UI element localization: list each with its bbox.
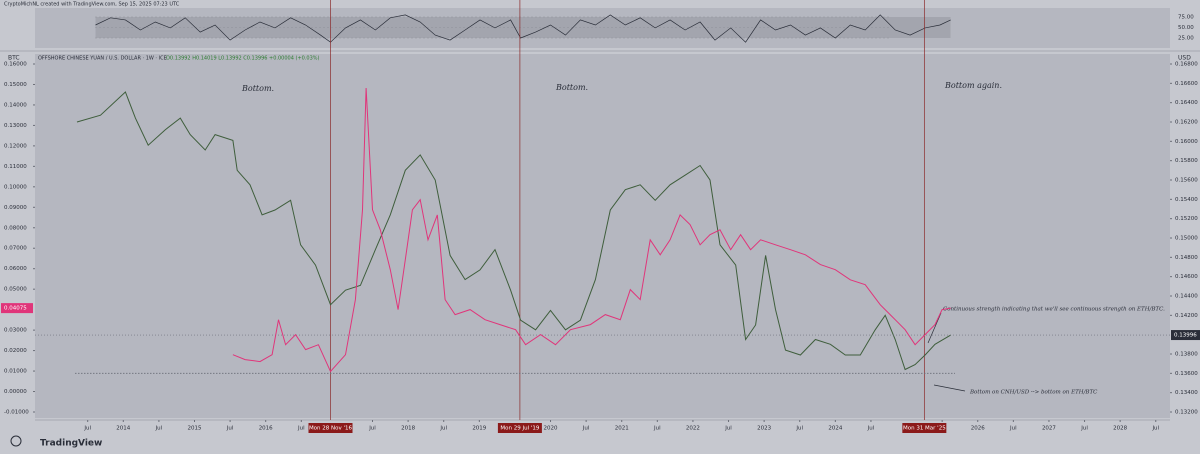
annotation: Continuous strength indicating that we'l…	[943, 307, 1165, 313]
x-tick-label: Jul	[582, 426, 590, 432]
price-label: 0.13996	[1174, 333, 1197, 339]
y-tick-label: 0.03000	[4, 328, 27, 334]
x-tick-label: 2026	[971, 426, 985, 432]
x-tick-label: 2018	[401, 426, 415, 432]
y2-tick-label: 0.13800	[1175, 352, 1198, 358]
x-tick-label: Jul	[653, 426, 661, 432]
series-line	[95, 14, 951, 43]
marker-box	[902, 423, 947, 433]
annotation: Bottom again.	[944, 81, 1002, 90]
y2-tick-label: 0.13600	[1175, 371, 1198, 377]
price-box	[1171, 330, 1200, 341]
price-box	[1, 303, 33, 314]
annotation: Bottom on CNH/USD --> bottom on ETH/BTC	[969, 390, 1098, 396]
y2-tick-label: 0.15200	[1175, 216, 1198, 222]
y2-tick-label: 0.14200	[1175, 313, 1198, 319]
x-tick-label: 2028	[1113, 426, 1127, 432]
y2-tick-label: 0.16400	[1175, 100, 1198, 106]
y-tick-label: 75.00	[1178, 15, 1194, 21]
y-tick-label: 0.07000	[4, 246, 27, 252]
y2-tick-label: 0.16200	[1175, 120, 1198, 126]
x-tick-label: Jul	[1009, 426, 1017, 432]
settings-icon	[10, 435, 22, 447]
y2-tick-label: 0.16800	[1175, 62, 1198, 68]
brand: TradingView	[40, 439, 102, 449]
y-tick-label: 0.09000	[4, 205, 27, 211]
x-tick-label: 2023	[757, 426, 771, 432]
annotation: Bottom.	[555, 83, 588, 92]
price-label: 0.04075	[4, 306, 27, 312]
y-tick-label: 50.00	[1178, 25, 1194, 31]
series-line	[232, 87, 951, 373]
marker-box	[308, 423, 353, 433]
y-tick-label: 0.12000	[4, 143, 27, 149]
arrow	[933, 384, 966, 392]
left-unit: BTC	[8, 55, 20, 62]
x-tick-label: 2015	[187, 426, 201, 432]
y-tick-label: 0.05000	[4, 287, 27, 293]
arrow	[927, 312, 942, 344]
legend-symbol: OFFSHORE CHINESE YUAN / U.S. DOLLAR · 1W…	[38, 56, 167, 62]
y-tick-label: 0.11000	[4, 164, 27, 170]
y2-tick-label: 0.13400	[1175, 390, 1198, 396]
x-tick-label: Jul	[795, 426, 803, 432]
footer: TradingView	[10, 435, 102, 449]
y2-tick-label: 0.15600	[1175, 178, 1198, 184]
main-pane-bg	[35, 54, 1170, 418]
x-tick-label: 2020	[544, 426, 558, 432]
credit: CryptoMichNL created with TradingView.co…	[4, 2, 180, 8]
x-tick-label: Jul	[1151, 426, 1159, 432]
y-tick-label: 0.02000	[4, 348, 27, 354]
x-tick-label: Jul	[439, 426, 447, 432]
y-tick-label: -0.01000	[4, 410, 29, 416]
x-tick-label: 2019	[472, 426, 486, 432]
y2-tick-label: 0.14600	[1175, 274, 1198, 280]
y2-tick-label: 0.14800	[1175, 255, 1198, 261]
y-tick-label: 25.00	[1178, 36, 1194, 42]
x-tick-label: 2021	[615, 426, 629, 432]
y2-tick-label: 0.15800	[1175, 158, 1198, 164]
x-tick-label: 2024	[828, 426, 842, 432]
y-tick-label: 0.01000	[4, 369, 27, 375]
x-tick-label: 2016	[259, 426, 273, 432]
y2-tick-label: 0.15000	[1175, 236, 1198, 242]
legend-ohlc: O0.13992 H0.14019 L0.13992 C0.13996 +0.0…	[166, 56, 320, 62]
marker-box	[497, 423, 542, 433]
x-tick-label: Jul	[867, 426, 875, 432]
y-tick-label: 0.06000	[4, 266, 27, 272]
y-tick-label: 0.13000	[4, 123, 27, 129]
marker-label: Mon 29 Jul '19	[500, 426, 539, 432]
x-tick-label: Jul	[724, 426, 732, 432]
x-tick-label: Jul	[83, 426, 91, 432]
marker-label: Mon 31 Mar '25	[903, 426, 946, 432]
y2-tick-label: 0.15400	[1175, 197, 1198, 203]
y2-tick-label: 0.16000	[1175, 139, 1198, 145]
x-tick-label: Jul	[297, 426, 305, 432]
x-tick-label: Jul	[368, 426, 376, 432]
y2-tick-label: 0.16600	[1175, 81, 1198, 87]
y-tick-label: 0.10000	[4, 184, 27, 190]
right-unit: USD	[1178, 55, 1191, 62]
x-tick-label: Jul	[155, 426, 163, 432]
y-tick-label: 0.08000	[4, 225, 27, 231]
y-tick-label: 0.14000	[4, 102, 27, 108]
marker-label: Mon 28 Nov '16	[309, 426, 353, 432]
x-tick-label: 2014	[116, 426, 130, 432]
x-tick-label: Jul	[1080, 426, 1088, 432]
x-tick-label: Jul	[226, 426, 234, 432]
series-line	[76, 91, 951, 371]
x-tick-label: 2027	[1042, 426, 1056, 432]
annotation: Bottom.	[241, 84, 274, 93]
x-tick-label: 2022	[686, 426, 700, 432]
y-tick-label: 0.00000	[4, 389, 27, 395]
y-tick-label: 0.16000	[4, 62, 27, 68]
y2-tick-label: 0.14400	[1175, 294, 1198, 300]
y2-tick-label: 0.13200	[1175, 410, 1198, 416]
y-tick-label: 0.15000	[4, 82, 27, 88]
